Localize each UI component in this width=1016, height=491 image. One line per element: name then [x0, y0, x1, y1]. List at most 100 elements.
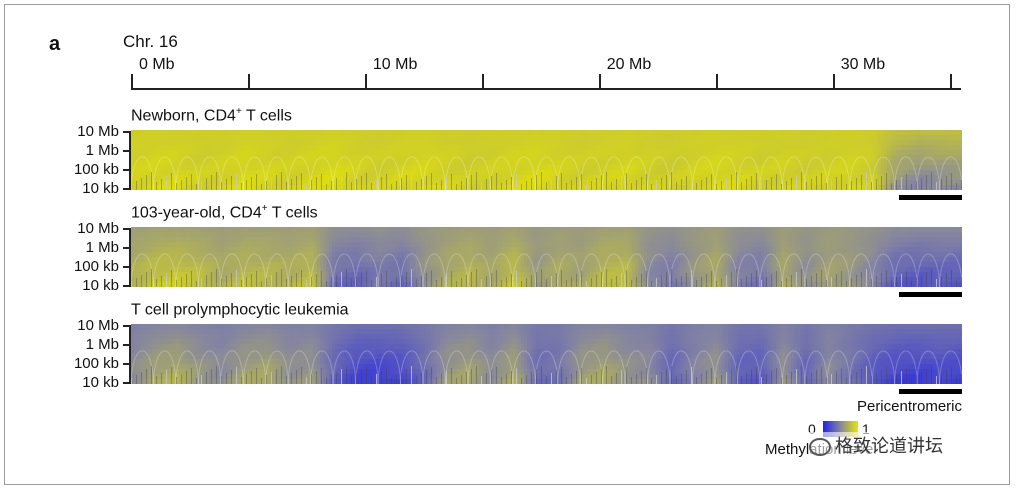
heatmap-cell: [359, 145, 362, 151]
heatmap-cell: [761, 227, 764, 233]
heatmap-cell: [137, 145, 140, 151]
heatmap-cell: [623, 227, 626, 233]
heatmap-cell: [656, 165, 659, 171]
heatmap-cell: [155, 185, 158, 190]
heatmap-cell: [389, 242, 392, 248]
heatmap-cell: [170, 175, 173, 181]
heatmap-cell: [800, 135, 803, 141]
heatmap-cell: [617, 160, 620, 166]
heatmap-cell: [692, 175, 695, 181]
heatmap-cell: [494, 185, 497, 190]
heatmap-cell: [605, 145, 608, 151]
heatmap-cell: [680, 160, 683, 166]
heatmap-cell: [305, 180, 308, 186]
heatmap-cell: [275, 175, 278, 181]
heatmap-cell: [596, 185, 599, 190]
heatmap-cell: [836, 237, 839, 243]
heatmap-cell: [839, 160, 842, 166]
heatmap-cell: [890, 180, 893, 186]
heatmap-cell: [755, 160, 758, 166]
heatmap-cell: [590, 145, 593, 151]
heatmap-cell: [824, 145, 827, 151]
heatmap-cell: [242, 232, 245, 238]
heatmap-cell: [164, 135, 167, 141]
heatmap-cell: [296, 140, 299, 146]
heatmap-cell: [635, 135, 638, 141]
y-axis-line: [129, 228, 131, 287]
heatmap-cell: [815, 170, 818, 176]
heatmap-cell: [479, 150, 482, 156]
heatmap-cell: [401, 232, 404, 238]
heatmap-cell: [911, 247, 914, 253]
heatmap-cell: [308, 145, 311, 151]
heatmap-cell: [224, 252, 227, 258]
heatmap-cell: [326, 135, 329, 141]
heatmap-cell: [452, 175, 455, 181]
heatmap-cell: [497, 165, 500, 171]
heatmap-cell: [629, 237, 632, 243]
heatmap-cell: [671, 227, 674, 233]
heatmap-cell: [233, 247, 236, 253]
heatmap-cell: [857, 165, 860, 171]
heatmap-streak: [551, 179, 552, 190]
heatmap-cell: [908, 155, 911, 161]
heatmap-cell: [314, 170, 317, 176]
heatmap-cell: [923, 242, 926, 248]
heatmap-cell: [437, 247, 440, 253]
heatmap-cell: [839, 237, 842, 243]
heatmap-cell: [476, 185, 479, 190]
heatmap-cell: [431, 232, 434, 238]
heatmap-cell: [851, 170, 854, 176]
heatmap-streak: [601, 175, 602, 190]
heatmap-cell: [701, 232, 704, 238]
heatmap-cell: [167, 227, 170, 233]
heatmap-cell: [224, 237, 227, 243]
heatmap-cell: [572, 165, 575, 171]
heatmap-cell: [284, 175, 287, 181]
heatmap-cell: [308, 165, 311, 171]
heatmap-cell: [845, 150, 848, 156]
heatmap-streak: [681, 179, 682, 190]
heatmap-streak: [461, 181, 462, 190]
heatmap-cell: [485, 185, 488, 190]
heatmap-cell: [326, 180, 329, 186]
heatmap-cell: [896, 135, 899, 141]
heatmap-cell: [314, 175, 317, 181]
heatmap-cell: [203, 227, 206, 233]
heatmap-cell: [740, 232, 743, 238]
heatmap-cell: [824, 237, 827, 243]
heatmap-cell: [704, 242, 707, 248]
heatmap-cell: [770, 185, 773, 190]
heatmap-cell: [413, 247, 416, 253]
heatmap-cell: [692, 130, 695, 136]
heatmap-cell: [182, 170, 185, 176]
heatmap-cell: [806, 130, 809, 136]
heatmap-cell: [341, 150, 344, 156]
heatmap-cell: [203, 180, 206, 186]
heatmap-cell: [650, 135, 653, 141]
heatmap-streak: [866, 172, 867, 190]
heatmap-streak: [656, 181, 657, 190]
heatmap-cell: [368, 145, 371, 151]
heatmap-streak: [846, 184, 847, 190]
heatmap-cell: [875, 145, 878, 151]
heatmap-cell: [713, 165, 716, 171]
heatmap-cell: [266, 170, 269, 176]
heatmap-cell: [707, 232, 710, 238]
heatmap-cell: [515, 170, 518, 176]
heatmap-cell: [491, 180, 494, 186]
heatmap-cell: [431, 185, 434, 190]
heatmap-cell: [866, 180, 869, 186]
heatmap-cell: [668, 242, 671, 248]
heatmap-cell: [476, 170, 479, 176]
heatmap-cell: [851, 242, 854, 248]
heatmap-cell: [743, 237, 746, 243]
heatmap-cell: [959, 140, 962, 146]
heatmap-cell: [611, 247, 614, 253]
heatmap-cell: [668, 155, 671, 161]
heatmap-cell: [452, 130, 455, 136]
heatmap-cell: [389, 180, 392, 186]
heatmap-cell: [695, 135, 698, 141]
heatmap-cell: [908, 130, 911, 136]
heatmap-cell: [380, 237, 383, 243]
